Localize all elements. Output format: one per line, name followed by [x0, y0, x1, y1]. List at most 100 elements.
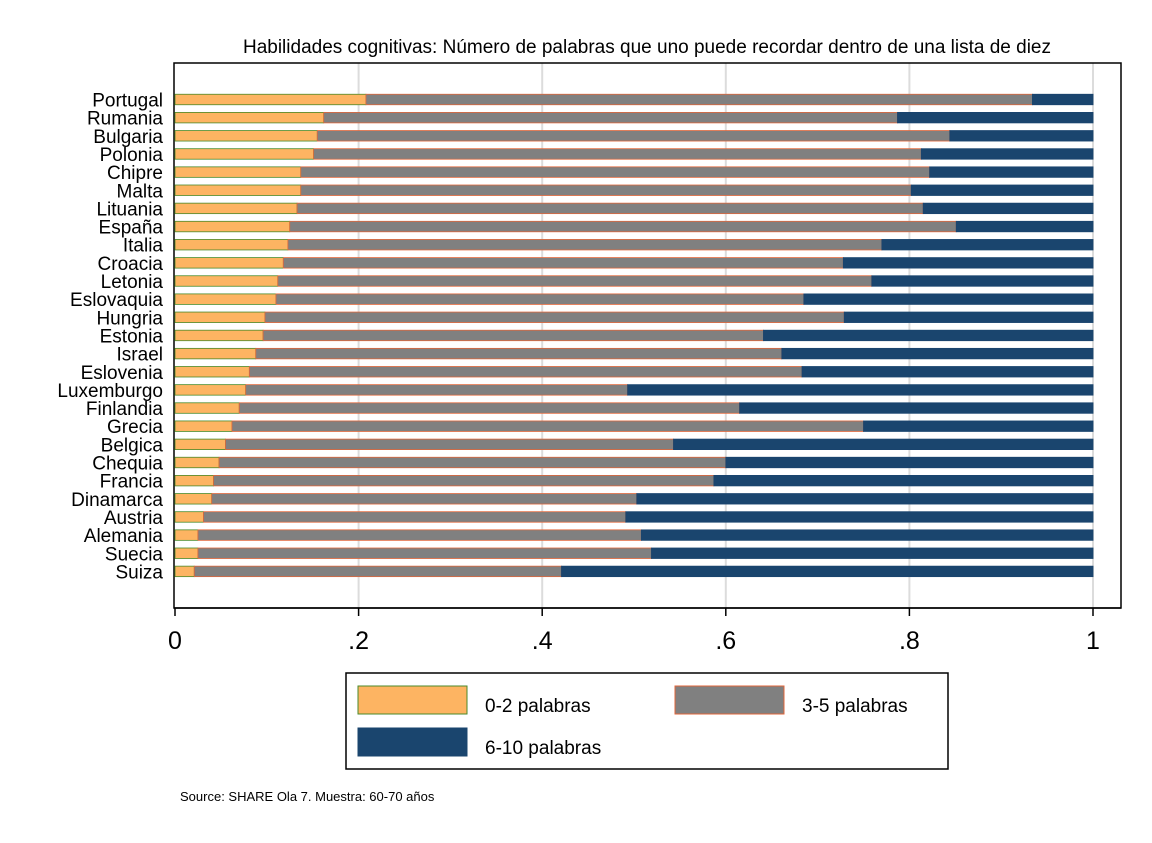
bar-chipre-0-2-palabras	[174, 166, 302, 178]
bar-polonia-6-10-palabras	[920, 148, 1094, 160]
bar-francia-6-10-palabras	[713, 474, 1094, 487]
y-tick-label-bulgaria: Bulgaria	[93, 127, 163, 148]
bar-austria-0-2-palabras	[174, 511, 204, 523]
bar-croacia-0-2-palabras	[174, 257, 284, 269]
bar-polonia-0-2-palabras	[174, 148, 315, 160]
y-tick-label-suecia: Suecia	[105, 544, 164, 565]
bar-croacia-6-10-palabras	[842, 257, 1094, 269]
bar-estonia-0-2-palabras	[174, 329, 264, 342]
bar-dinamarca-6-10-palabras	[636, 493, 1094, 505]
bar-malta-3-5-palabras	[300, 184, 912, 196]
bar-suecia-6-10-palabras	[651, 547, 1094, 559]
x-tick-label-p6: .6	[715, 627, 736, 655]
bar-suiza-6-10-palabras	[561, 565, 1094, 578]
bar-espana-3-5-palabras	[289, 220, 957, 233]
bar-espana-0-2-palabras	[174, 220, 291, 233]
bar-hungria-6-10-palabras	[843, 311, 1094, 323]
y-tick-label-austria: Austria	[104, 508, 164, 529]
bar-croacia-3-5-palabras	[282, 257, 844, 269]
bar-eslovenia-6-10-palabras	[801, 366, 1094, 378]
y-tick-label-chequia: Chequia	[92, 454, 163, 475]
bar-belgica-0-2-palabras	[174, 438, 226, 451]
bar-suiza-0-2-palabras	[174, 565, 195, 578]
legend-label-6-10-palabras: 6-10 palabras	[485, 738, 601, 759]
bar-alemania-0-2-palabras	[174, 529, 199, 541]
legend-swatch-6-10-palabras	[357, 727, 468, 757]
y-tick-label-hungria: Hungria	[96, 308, 163, 329]
legend-label-3-5-palabras: 3-5 palabras	[802, 696, 908, 717]
bar-austria-3-5-palabras	[203, 511, 627, 523]
y-tick-label-espana: España	[99, 218, 164, 239]
bar-israel-6-10-palabras	[781, 347, 1094, 360]
bar-alemania-6-10-palabras	[640, 529, 1094, 541]
y-tick-label-italia: Italia	[123, 236, 164, 257]
bar-finlandia-3-5-palabras	[238, 402, 740, 414]
bar-lituania-3-5-palabras	[296, 202, 924, 215]
bar-dinamarca-0-2-palabras	[174, 493, 213, 505]
y-tick-label-eslovaquia: Eslovaquia	[70, 290, 163, 311]
y-tick-label-letonia: Letonia	[101, 272, 164, 293]
legend-label-0-2-palabras: 0-2 palabras	[485, 696, 591, 717]
bar-eslovaquia-3-5-palabras	[275, 293, 805, 305]
bar-eslovenia-0-2-palabras	[174, 366, 250, 378]
bar-rumania-3-5-palabras	[323, 112, 898, 124]
bar-francia-3-5-palabras	[213, 474, 715, 487]
x-tick-label-p4: .4	[532, 627, 553, 655]
y-tick-label-rumania: Rumania	[87, 109, 163, 130]
bar-chequia-6-10-palabras	[725, 456, 1094, 469]
bar-portugal-6-10-palabras	[1032, 93, 1094, 106]
y-tick-label-estonia: Estonia	[100, 326, 164, 347]
bar-alemania-3-5-palabras	[197, 529, 642, 541]
bar-belgica-6-10-palabras	[673, 438, 1094, 451]
bar-eslovenia-3-5-palabras	[248, 366, 803, 378]
bar-hungria-3-5-palabras	[264, 311, 845, 323]
bar-rumania-6-10-palabras	[897, 112, 1094, 124]
bar-austria-6-10-palabras	[625, 511, 1094, 523]
y-tick-label-suiza: Suiza	[115, 562, 163, 583]
bar-luxemburgo-0-2-palabras	[174, 384, 247, 396]
bar-polonia-3-5-palabras	[313, 148, 922, 160]
bar-espana-6-10-palabras	[955, 220, 1094, 233]
x-tick-label-1: 1	[1086, 627, 1100, 655]
bar-rumania-0-2-palabras	[174, 112, 325, 124]
bar-bulgaria-0-2-palabras	[174, 130, 318, 142]
bar-israel-0-2-palabras	[174, 347, 257, 360]
legend-swatch-0-2-palabras	[357, 685, 468, 715]
bar-italia-6-10-palabras	[881, 239, 1094, 251]
bar-letonia-6-10-palabras	[871, 275, 1094, 287]
y-tick-label-chipre: Chipre	[107, 163, 163, 184]
bar-suecia-0-2-palabras	[174, 547, 199, 559]
bar-estonia-6-10-palabras	[763, 329, 1094, 342]
bar-italia-0-2-palabras	[174, 239, 289, 251]
y-tick-label-luxemburgo: Luxemburgo	[57, 381, 163, 402]
bar-letonia-3-5-palabras	[277, 275, 873, 287]
bar-finlandia-0-2-palabras	[174, 402, 240, 414]
y-tick-label-francia: Francia	[100, 472, 164, 493]
bar-belgica-3-5-palabras	[225, 438, 674, 451]
bar-chequia-3-5-palabras	[218, 456, 727, 469]
y-tick-label-dinamarca: Dinamarca	[71, 490, 163, 511]
bar-estonia-3-5-palabras	[262, 329, 764, 342]
bar-chipre-3-5-palabras	[300, 166, 930, 178]
bar-portugal-0-2-palabras	[174, 93, 367, 106]
y-tick-label-portugal: Portugal	[92, 91, 163, 112]
bar-chequia-0-2-palabras	[174, 456, 220, 469]
y-tick-label-malta: Malta	[117, 181, 164, 202]
bar-suecia-3-5-palabras	[197, 547, 652, 559]
bar-bulgaria-6-10-palabras	[949, 130, 1094, 142]
y-tick-label-croacia: Croacia	[98, 254, 164, 275]
bar-israel-3-5-palabras	[255, 347, 783, 360]
bar-letonia-0-2-palabras	[174, 275, 279, 287]
bar-eslovaquia-0-2-palabras	[174, 293, 277, 305]
bar-chipre-6-10-palabras	[929, 166, 1094, 178]
y-tick-label-lituania: Lituania	[96, 199, 163, 220]
bar-finlandia-6-10-palabras	[739, 402, 1094, 414]
bar-eslovaquia-6-10-palabras	[803, 293, 1094, 305]
bar-italia-3-5-palabras	[287, 239, 883, 251]
bar-malta-6-10-palabras	[910, 184, 1094, 196]
bar-suiza-3-5-palabras	[193, 565, 562, 578]
bar-grecia-0-2-palabras	[174, 420, 233, 432]
bar-portugal-3-5-palabras	[365, 93, 1033, 106]
